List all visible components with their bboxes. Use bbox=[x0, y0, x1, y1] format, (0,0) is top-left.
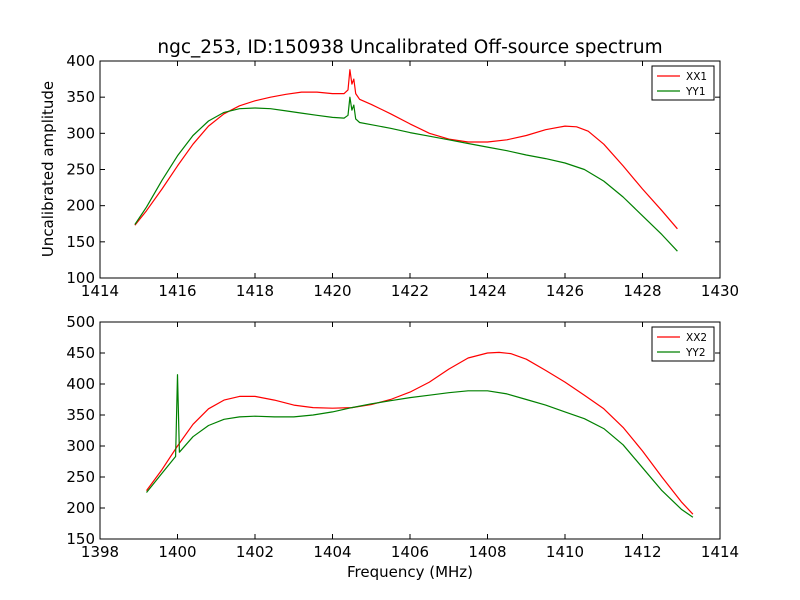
y-tick-label: 150 bbox=[66, 233, 95, 251]
y-tick-label: 400 bbox=[66, 375, 95, 393]
y-tick-label: 200 bbox=[66, 197, 95, 215]
x-tick-label: 1416 bbox=[158, 282, 196, 300]
x-tick-label: 1400 bbox=[158, 543, 196, 561]
y-tick-label: 250 bbox=[66, 468, 95, 486]
y-axis-label: Uncalibrated amplitude bbox=[39, 81, 57, 257]
legend-label-xx1: XX1 bbox=[686, 71, 707, 83]
y-tick-label: 300 bbox=[66, 437, 95, 455]
y-tick-label: 300 bbox=[66, 124, 95, 142]
x-tick-label: 1414 bbox=[701, 543, 739, 561]
chart-title: ngc_253, ID:150938 Uncalibrated Off-sour… bbox=[157, 37, 662, 58]
x-tick-label: 1412 bbox=[623, 543, 661, 561]
x-tick-label: 1424 bbox=[468, 282, 506, 300]
x-tick-label: 1430 bbox=[701, 282, 739, 300]
bottom-panel: 1398 1400 1402 1404 1406 1408 1410 1412 1414 150 2… bbox=[66, 313, 739, 561]
series-line-yy1 bbox=[134, 96, 678, 252]
x-tick-label: 1428 bbox=[623, 282, 661, 300]
y-tick-label: 450 bbox=[66, 344, 95, 362]
x-tick-label: 1406 bbox=[391, 543, 429, 561]
x-tick-label: 1422 bbox=[391, 282, 429, 300]
x-tick-label: 1426 bbox=[546, 282, 584, 300]
x-tick-label: 1404 bbox=[313, 543, 351, 561]
x-tick-label: 1410 bbox=[546, 543, 584, 561]
legend-box bbox=[651, 65, 715, 101]
legend-box bbox=[651, 326, 715, 362]
y-tick-label: 200 bbox=[66, 499, 95, 517]
y-tick-label: 250 bbox=[66, 161, 95, 179]
x-tick-label: 1414 bbox=[81, 282, 119, 300]
x-tick-label: 1398 bbox=[81, 543, 119, 561]
y-tick-label: 350 bbox=[66, 406, 95, 424]
top-panel: 1414 1416 1418 1420 1422 1424 1426 1428 1430 100 1… bbox=[66, 52, 739, 300]
legend-label-xx2: XX2 bbox=[686, 332, 707, 344]
y-tick-label: 100 bbox=[66, 269, 95, 287]
series-line-yy2 bbox=[146, 374, 694, 518]
x-tick-label: 1408 bbox=[468, 543, 506, 561]
legend-label-yy2: YY2 bbox=[685, 347, 706, 359]
x-axis-label: Frequency (MHz) bbox=[347, 563, 473, 581]
x-tick-label: 1402 bbox=[236, 543, 274, 561]
legend-label-yy1: YY1 bbox=[685, 86, 706, 98]
series-line-xx2 bbox=[146, 351, 694, 515]
y-tick-label: 400 bbox=[66, 52, 95, 70]
x-tick-label: 1418 bbox=[236, 282, 274, 300]
y-tick-label: 350 bbox=[66, 88, 95, 106]
y-tick-label: 150 bbox=[66, 530, 95, 548]
x-tick-label: 1420 bbox=[313, 282, 351, 300]
y-tick-label: 500 bbox=[66, 313, 95, 331]
